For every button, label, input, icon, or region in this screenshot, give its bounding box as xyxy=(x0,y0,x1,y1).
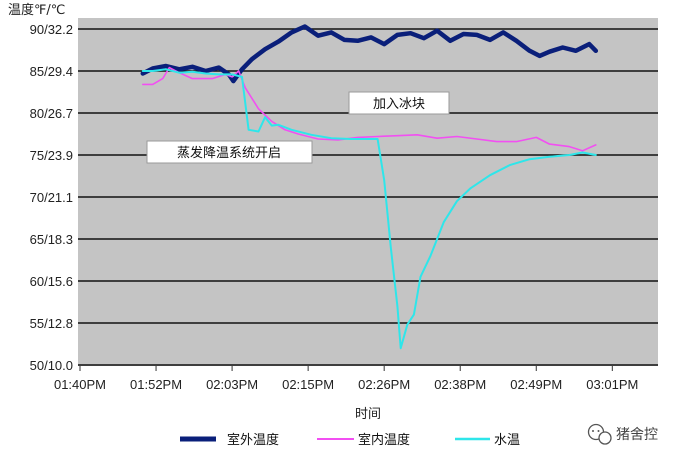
y-tick-label: 50/10.0 xyxy=(30,358,73,373)
annotation-cooling-on-box xyxy=(146,140,313,164)
x-tick-label: 02:26PM xyxy=(358,377,410,392)
x-tick-label: 02:49PM xyxy=(510,377,562,392)
annotation-cooling-on-text: 蒸发降温系统开启 xyxy=(177,145,281,161)
annotation-cooling-on: 蒸发降温系统开启 xyxy=(146,140,313,164)
plot-area xyxy=(78,18,658,366)
annotation-add-ice-text: 加入冰块 xyxy=(373,97,425,112)
y-tick-label: 90/32.2 xyxy=(30,22,73,37)
legend-label-indoor: 室内温度 xyxy=(358,432,410,448)
y-tick-label: 70/21.1 xyxy=(30,190,73,205)
x-tick-label: 02:03PM xyxy=(206,377,258,392)
x-tick-label: 01:52PM xyxy=(130,377,182,392)
x-tick-label: 02:38PM xyxy=(434,377,486,392)
y-tick-label: 75/23.9 xyxy=(30,148,73,163)
series-layer xyxy=(140,24,599,350)
series-indoor-line xyxy=(142,66,597,152)
wechat-icon xyxy=(587,423,612,445)
y-tick-label: 80/26.7 xyxy=(30,106,73,121)
x-tick-label: 02:15PM xyxy=(282,377,334,392)
legend: 室外温度 室内温度 水温 xyxy=(180,432,520,448)
x-tick-label: 01:40PM xyxy=(54,377,106,392)
watermark-text: 猪舍控 xyxy=(616,427,658,443)
x-tick-label: 03:01PM xyxy=(586,377,638,392)
annotation-add-ice: 加入冰块 xyxy=(348,91,450,115)
y-axis-ticks: 90/32.2 85/29.4 80/26.7 75/23.9 70/21.1 65/18… xyxy=(30,22,73,373)
y-tick-label: 60/15.6 xyxy=(30,274,73,289)
x-axis-ticks: 01:40PM 01:52PM 02:03PM 02:15PM 02:26PM 02:38… xyxy=(54,366,638,392)
y-tick-label: 65/18.3 xyxy=(30,232,73,247)
x-axis-title: 时间 xyxy=(355,407,381,422)
legend-label-outdoor: 室外温度 xyxy=(227,432,279,448)
y-tick-label: 55/12.8 xyxy=(30,316,73,331)
series-water-line xyxy=(141,68,597,350)
series-outdoor-line xyxy=(140,24,599,84)
y-axis-title: 温度℉/℃ xyxy=(8,2,65,18)
legend-label-water: 水温 xyxy=(494,433,520,448)
watermark: 猪舍控 xyxy=(587,423,658,445)
annotation-add-ice-box xyxy=(348,91,450,115)
y-tick-label: 85/29.4 xyxy=(30,64,73,79)
